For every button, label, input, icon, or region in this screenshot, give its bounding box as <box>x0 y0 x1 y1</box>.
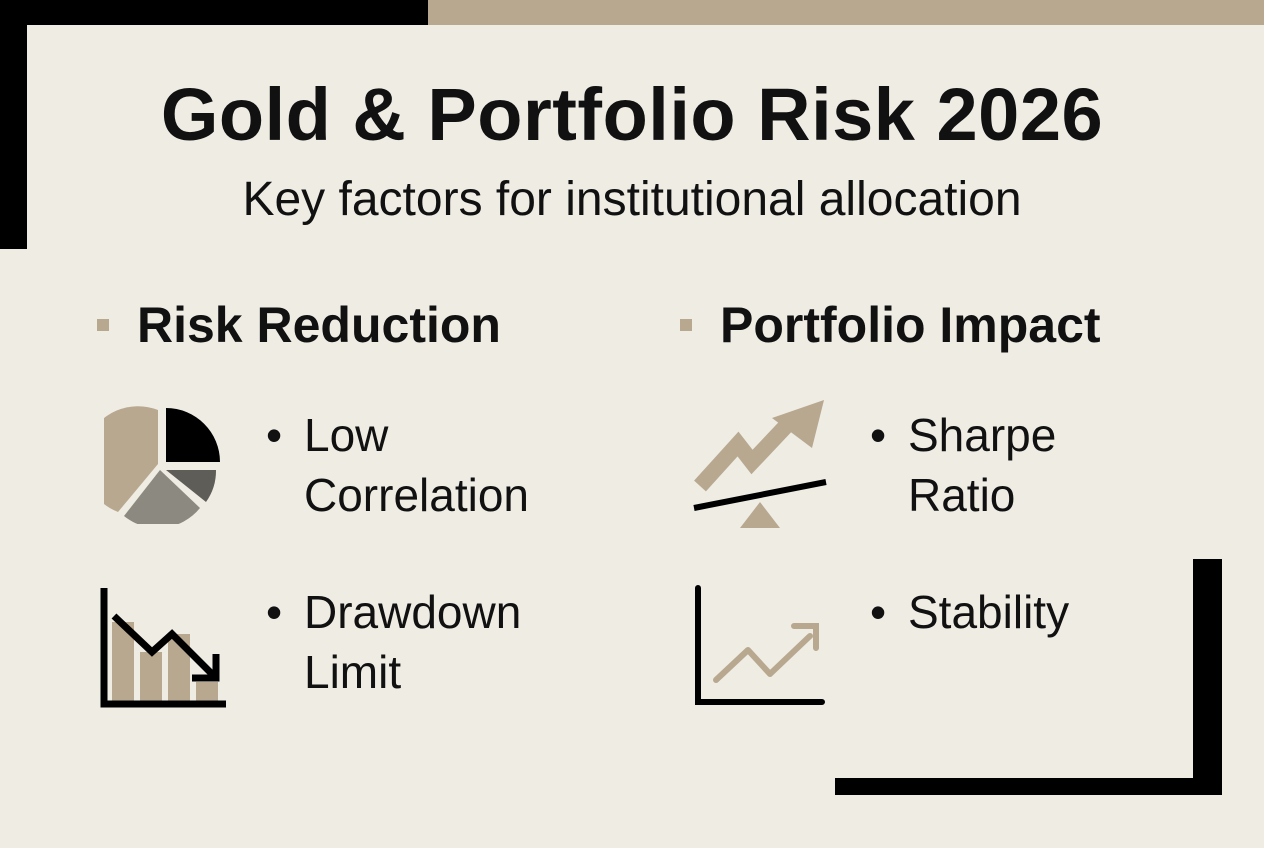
drawdown-chart-icon <box>100 588 226 708</box>
corner-bracket-bottom-right-vertical <box>1193 559 1222 795</box>
pie-chart-icon <box>104 406 220 524</box>
corner-bracket-bottom-right-horizontal <box>835 778 1222 795</box>
section-heading-label: Risk Reduction <box>137 297 501 353</box>
page-subtitle: Key factors for institutional allocation <box>242 173 1022 226</box>
list-item-drawdown-limit: • Drawdown Limit <box>266 586 522 698</box>
section-heading-portfolio-impact: Portfolio Impact <box>680 296 1101 354</box>
list-item-stability: • Stability <box>870 586 1070 638</box>
section-heading-label: Portfolio Impact <box>720 297 1101 353</box>
balance-trend-arrow-icon <box>693 400 827 528</box>
corner-bracket-top-left <box>0 0 428 25</box>
square-bullet-icon <box>97 319 109 331</box>
top-accent-bar <box>428 0 1264 25</box>
section-heading-risk-reduction: Risk Reduction <box>97 296 501 354</box>
square-bullet-icon <box>680 319 692 331</box>
list-item-sharpe-ratio: • Sharpe Ratio <box>870 409 1057 521</box>
corner-bracket-left <box>0 0 27 249</box>
page-title: Gold & Portfolio Risk 2026 <box>160 73 1104 156</box>
list-item-low-correlation: • Low Correlation <box>266 409 529 521</box>
line-chart-uptrend-icon <box>695 585 825 705</box>
